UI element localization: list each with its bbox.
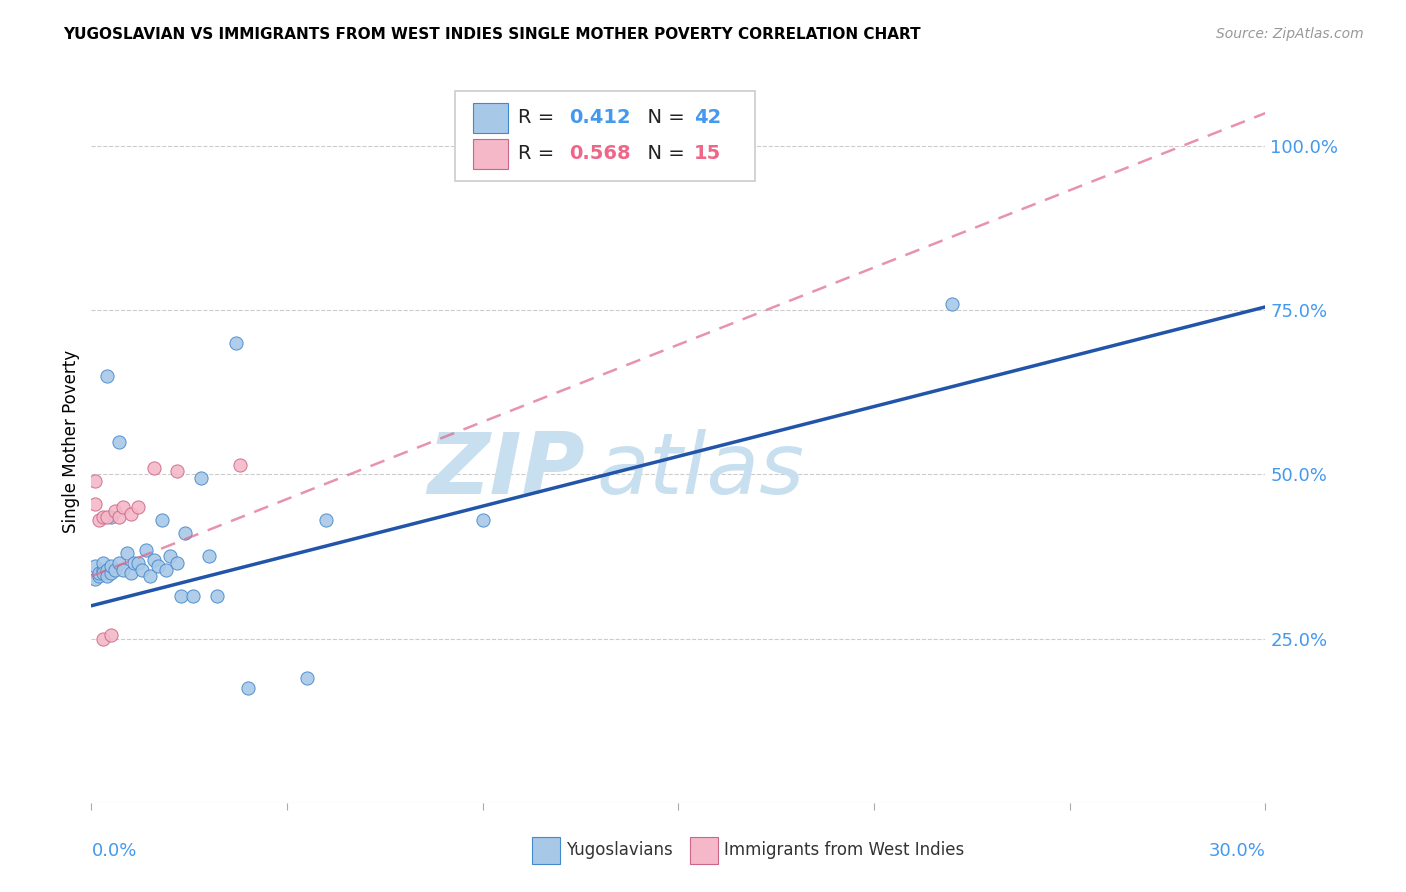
Text: atlas: atlas — [596, 429, 804, 512]
Point — [107, 434, 129, 449]
Text: 30.0%: 30.0% — [1209, 842, 1265, 860]
Point — [205, 589, 228, 603]
Text: 42: 42 — [693, 108, 721, 128]
Text: Yugoslavians: Yugoslavians — [565, 841, 672, 860]
Y-axis label: Single Mother Poverty: Single Mother Poverty — [62, 350, 80, 533]
Point — [236, 681, 259, 695]
Point — [100, 566, 122, 580]
Text: Source: ZipAtlas.com: Source: ZipAtlas.com — [1216, 27, 1364, 41]
Point — [104, 503, 127, 517]
Point — [166, 464, 188, 478]
Point — [190, 471, 212, 485]
Point — [124, 556, 146, 570]
Point — [96, 510, 118, 524]
Point — [225, 336, 247, 351]
Text: 0.412: 0.412 — [569, 108, 631, 128]
FancyBboxPatch shape — [456, 91, 755, 181]
Point — [111, 563, 134, 577]
Point — [181, 589, 204, 603]
Text: 0.568: 0.568 — [569, 145, 631, 163]
Text: R =: R = — [517, 145, 560, 163]
Point — [174, 526, 197, 541]
Point — [229, 458, 252, 472]
Text: ZIP: ZIP — [427, 429, 585, 512]
Text: 15: 15 — [693, 145, 721, 163]
Point — [96, 569, 118, 583]
Point — [143, 460, 166, 475]
Text: N =: N = — [636, 108, 690, 128]
Point — [166, 556, 188, 570]
Point — [120, 507, 142, 521]
Point — [941, 296, 963, 310]
Point — [471, 513, 494, 527]
Point — [115, 546, 138, 560]
FancyBboxPatch shape — [531, 837, 560, 864]
Point — [96, 563, 118, 577]
Point — [143, 553, 166, 567]
Point — [159, 549, 181, 564]
Point — [100, 559, 122, 574]
Point — [89, 569, 111, 583]
Point — [315, 513, 337, 527]
Point — [100, 628, 122, 642]
Point — [155, 563, 177, 577]
Point — [89, 513, 111, 527]
Text: 0.0%: 0.0% — [91, 842, 136, 860]
Point — [295, 671, 318, 685]
Text: Immigrants from West Indies: Immigrants from West Indies — [724, 841, 965, 860]
Point — [150, 513, 173, 527]
Point — [120, 566, 142, 580]
Point — [84, 573, 107, 587]
Point — [104, 563, 127, 577]
Point — [107, 510, 129, 524]
Point — [170, 589, 193, 603]
Point — [84, 559, 107, 574]
Point — [89, 566, 111, 580]
FancyBboxPatch shape — [472, 103, 508, 133]
Point — [111, 500, 134, 515]
Text: R =: R = — [517, 108, 560, 128]
FancyBboxPatch shape — [472, 139, 508, 169]
Point — [139, 569, 162, 583]
Point — [96, 368, 118, 383]
Point — [91, 563, 114, 577]
Point — [146, 559, 169, 574]
Point — [84, 497, 107, 511]
Point — [197, 549, 219, 564]
FancyBboxPatch shape — [690, 837, 718, 864]
Point — [91, 632, 114, 646]
Point — [131, 563, 153, 577]
Point — [100, 510, 122, 524]
Point — [84, 474, 107, 488]
Point — [91, 566, 114, 580]
Text: YUGOSLAVIAN VS IMMIGRANTS FROM WEST INDIES SINGLE MOTHER POVERTY CORRELATION CHA: YUGOSLAVIAN VS IMMIGRANTS FROM WEST INDI… — [63, 27, 921, 42]
Point — [127, 556, 149, 570]
Point — [135, 542, 157, 557]
Point — [127, 500, 149, 515]
Point — [91, 556, 114, 570]
Text: N =: N = — [636, 145, 690, 163]
Point — [91, 510, 114, 524]
Point — [107, 556, 129, 570]
